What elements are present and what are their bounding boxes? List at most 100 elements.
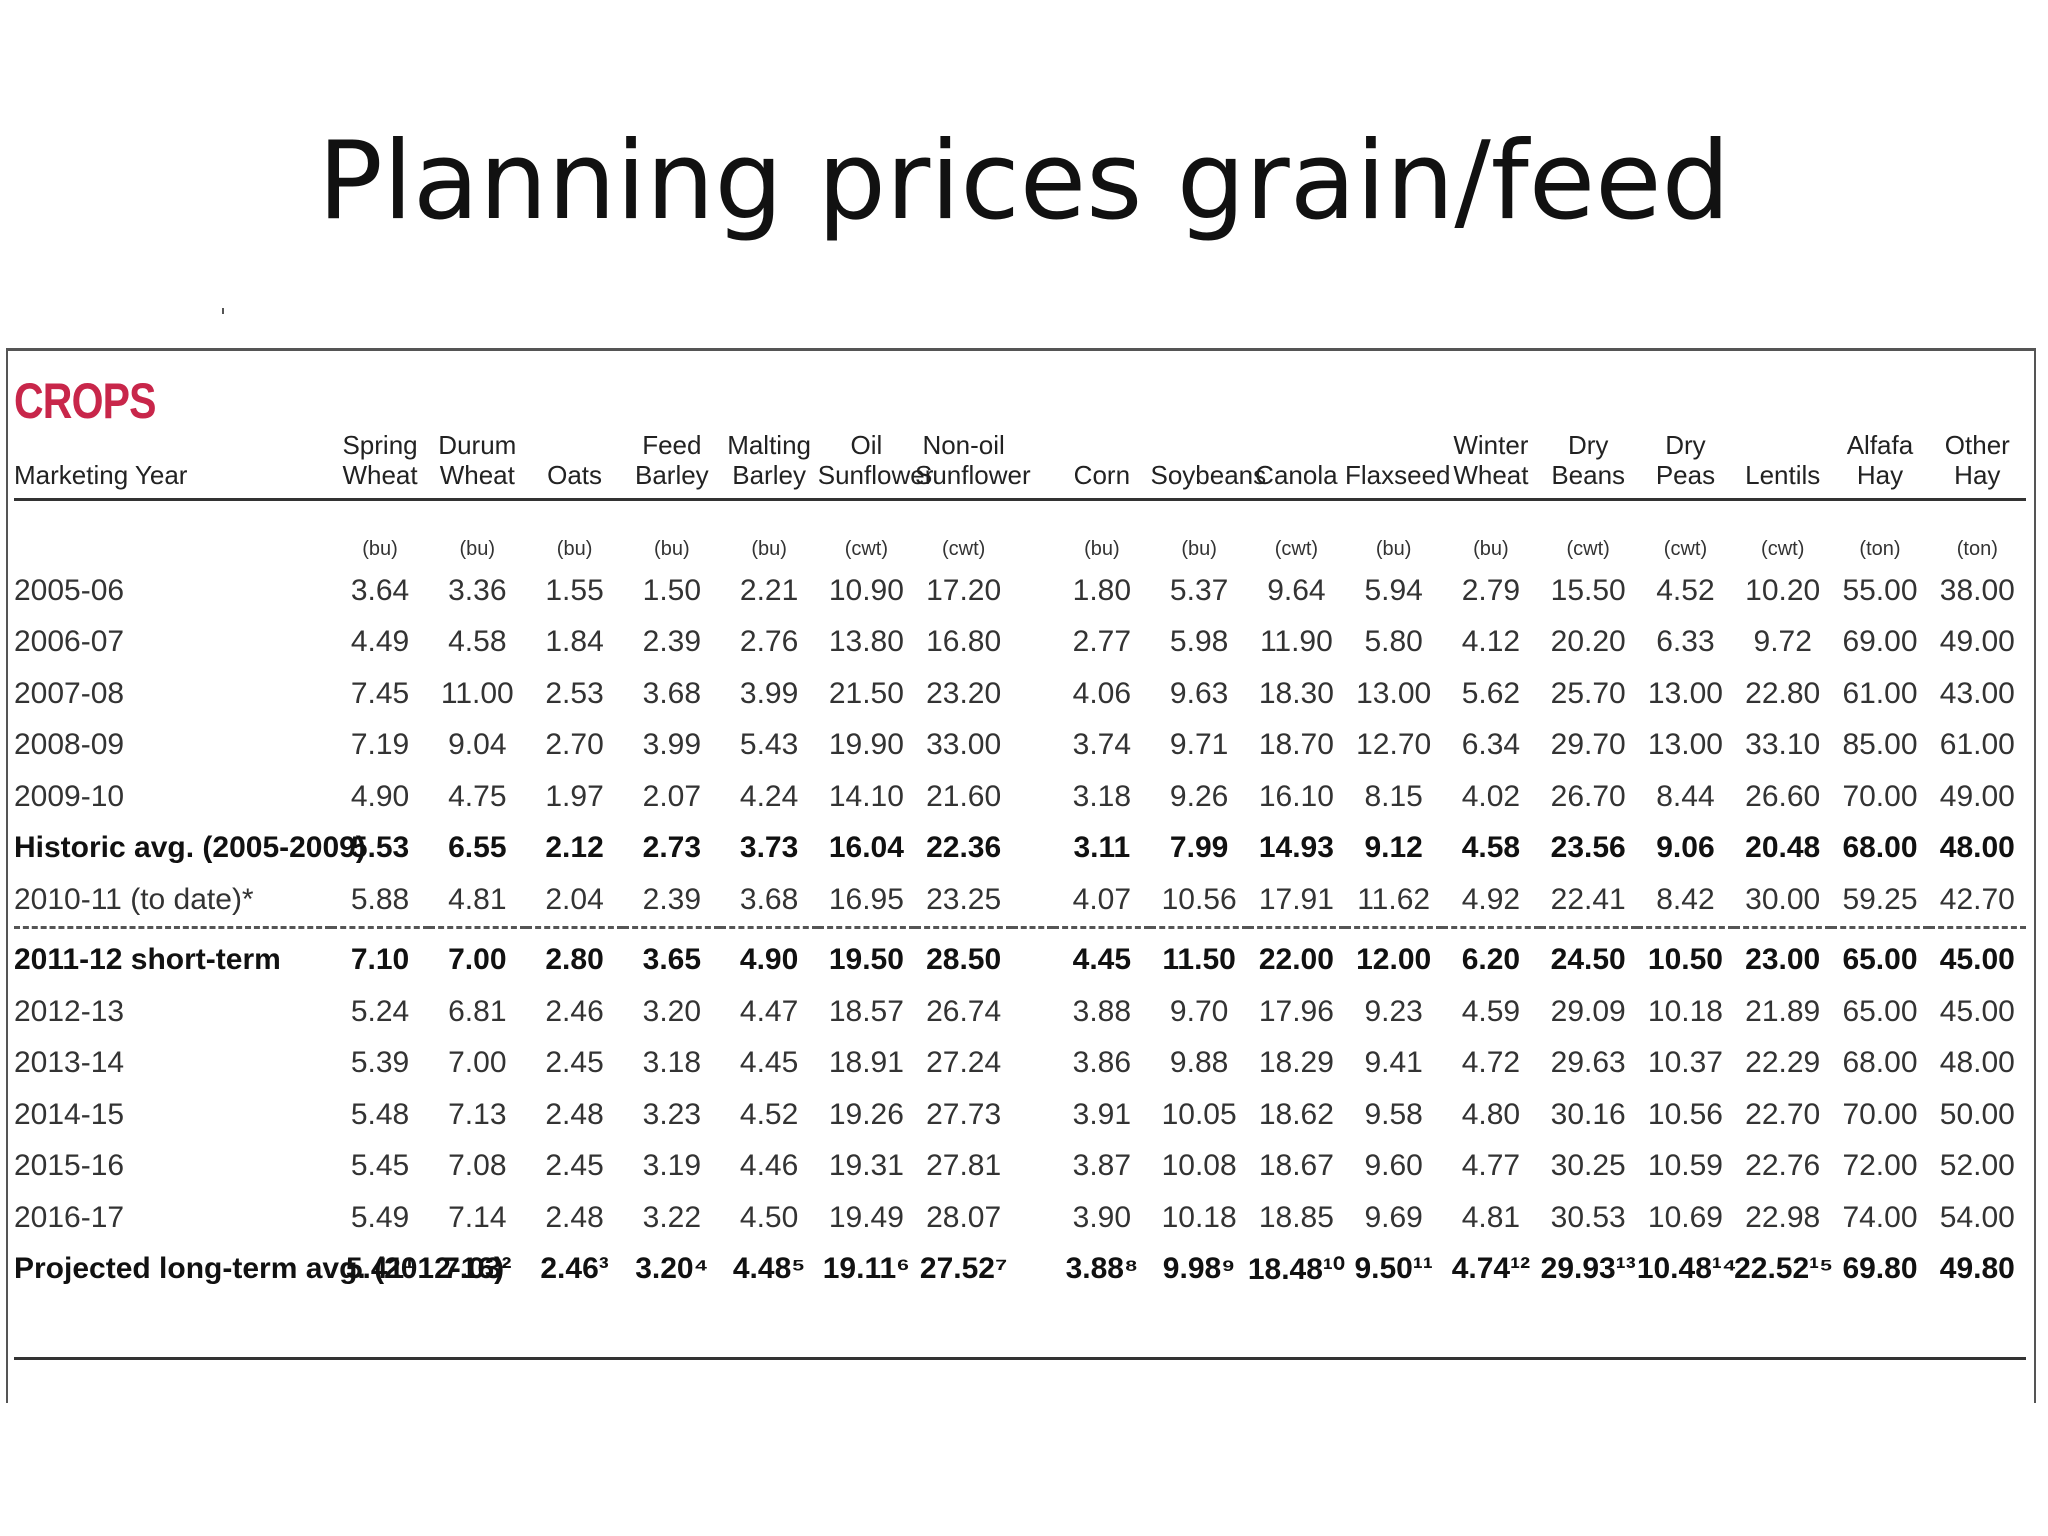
table-body: (bu) (bu) (bu) (bu) (bu) (cwt) (cwt) (bu) (bu) (c… <box>14 500 2026 1296</box>
unit-cell: (bu) <box>556 538 593 560</box>
price-cell: 3.99 <box>642 728 702 762</box>
price-cell: 29.93¹³ <box>1540 1252 1636 1286</box>
price-cell: 1.84 <box>545 625 604 659</box>
price-cell <box>1012 668 1053 720</box>
table-row: 2014-15 5.48 7.13 2.48 3.23 4.52 19.26 27.73 3.9… <box>14 1089 2026 1141</box>
price-cell <box>1012 1192 1053 1244</box>
row-label: 2005-06 <box>14 573 125 607</box>
price-cell: 2.48 <box>545 1097 604 1131</box>
price-cell: 7.10 <box>350 943 410 977</box>
table-row: 2006-07 4.49 4.58 1.84 2.39 2.76 13.80 16.80 2.7… <box>14 617 2026 669</box>
price-cell: 43.00 <box>1939 676 2015 710</box>
price-cell: 2.21 <box>739 573 799 607</box>
price-cell: 22.98 <box>1745 1200 1821 1234</box>
price-cell: 26.70 <box>1550 779 1626 813</box>
price-cell: 74.00 <box>1842 1200 1918 1234</box>
price-cell: 16.10 <box>1258 779 1334 813</box>
unit-cell: (bu) <box>1084 538 1120 560</box>
price-cell: 65.00 <box>1842 994 1918 1028</box>
price-cell: 2.07 <box>642 779 702 813</box>
price-cell: 29.09 <box>1550 994 1626 1028</box>
price-cell: 4.72 <box>1461 1046 1521 1080</box>
price-cell: 3.73 <box>739 831 799 865</box>
price-cell: 69.00 <box>1842 625 1918 659</box>
price-cell: 2.77 <box>1072 625 1132 659</box>
price-cell: 27.52⁷ <box>919 1252 1008 1286</box>
price-cell: 17.91 <box>1258 882 1334 916</box>
price-cell: 21.89 <box>1745 994 1821 1028</box>
price-cell: 10.90 <box>828 573 904 607</box>
price-cell: 2.45 <box>545 1149 604 1183</box>
unit-cell: (bu) <box>751 538 787 560</box>
row-label: 2012-13 <box>14 994 125 1028</box>
price-cell: 49.00 <box>1939 779 2015 813</box>
price-cell: 3.90 <box>1072 1200 1132 1234</box>
price-cell: 22.52¹⁵ <box>1734 1252 1834 1286</box>
price-cell: 19.49 <box>828 1200 904 1234</box>
price-cell: 2.46³ <box>540 1252 609 1286</box>
column-header: Spring Wheat <box>331 430 429 501</box>
column-header: Corn <box>1053 430 1151 501</box>
units-label-cell <box>14 500 331 566</box>
price-cell: 10.20 <box>1745 573 1821 607</box>
price-cell: 9.60 <box>1364 1149 1423 1183</box>
row-label: 2006-07 <box>14 625 125 659</box>
price-cell <box>1012 874 1053 927</box>
table-row: 2016-17 5.49 7.14 2.48 3.22 4.50 19.49 28.07 3.9… <box>14 1192 2026 1244</box>
price-cell: 1.80 <box>1072 573 1132 607</box>
price-cell: 11.90 <box>1259 625 1333 659</box>
price-cell: 9.72 <box>1753 625 1812 659</box>
price-cell: 27.81 <box>926 1149 1002 1183</box>
price-cell: 4.74¹² <box>1451 1252 1531 1286</box>
column-header: Lentils <box>1734 430 1832 501</box>
price-cell: 15.50 <box>1550 573 1626 607</box>
price-cell: 4.59 <box>1461 994 1521 1028</box>
price-cell: 28.07 <box>926 1200 1002 1234</box>
price-cell: 26.60 <box>1745 779 1821 813</box>
price-cell: 3.20⁴ <box>635 1252 709 1286</box>
price-cell: 7.19 <box>350 728 410 762</box>
row-label: Historic avg. (2005-2009) <box>14 831 366 865</box>
price-cell: 5.49 <box>350 1200 410 1234</box>
price-cell: 5.39 <box>350 1046 410 1080</box>
price-cell: 48.00 <box>1939 831 2015 865</box>
price-cell: 6.55 <box>448 831 507 865</box>
price-cell: 16.04 <box>828 831 904 865</box>
price-cell: 13.80 <box>828 625 904 659</box>
price-cell: 55.00 <box>1842 573 1918 607</box>
price-cell <box>1012 1038 1053 1090</box>
price-cell: 13.00 <box>1356 676 1432 710</box>
price-cell: 3.91 <box>1072 1097 1132 1131</box>
price-cell: 10.18 <box>1161 1200 1237 1234</box>
price-cell: 22.00 <box>1258 943 1334 977</box>
price-cell: 21.60 <box>926 779 1002 813</box>
column-header: Canola <box>1247 430 1346 501</box>
price-cell: 25.70 <box>1550 676 1626 710</box>
price-cell: 49.80 <box>1939 1252 2015 1286</box>
price-cell: 19.90 <box>828 728 904 762</box>
price-cell: 2.45 <box>545 1046 604 1080</box>
unit-cell: (bu) <box>1375 538 1412 560</box>
column-header: Soybeans <box>1150 430 1266 501</box>
price-cell: 18.91 <box>828 1046 904 1080</box>
price-cell: 19.31 <box>828 1149 904 1183</box>
price-cell <box>1012 617 1053 669</box>
row-label: 2007-08 <box>14 676 125 710</box>
price-cell: 1.97 <box>545 779 604 813</box>
price-cell: 5.37 <box>1169 573 1229 607</box>
price-cell: 29.70 <box>1550 728 1626 762</box>
unit-cell: (ton) <box>1859 538 1901 560</box>
price-cell: 3.74 <box>1072 728 1132 762</box>
price-cell <box>1012 986 1053 1038</box>
price-cell: 17.20 <box>926 573 1002 607</box>
table-header-row: Marketing Year Spring Wheat Durum Wheat Oa… <box>14 430 2026 501</box>
price-cell: 5.24 <box>350 994 410 1028</box>
price-cell: 18.30 <box>1258 676 1334 710</box>
price-cell: 54.00 <box>1939 1200 2015 1234</box>
price-cell: 3.22 <box>642 1200 702 1234</box>
column-header: Oil Sunflower <box>817 430 933 501</box>
price-cell: 2.80 <box>545 943 604 977</box>
price-cell: 7.45 <box>350 676 410 710</box>
table-row: 2015-16 5.45 7.08 2.45 3.19 4.46 19.31 27.81 3.8… <box>14 1141 2026 1193</box>
price-cell: 11.62 <box>1357 882 1431 916</box>
